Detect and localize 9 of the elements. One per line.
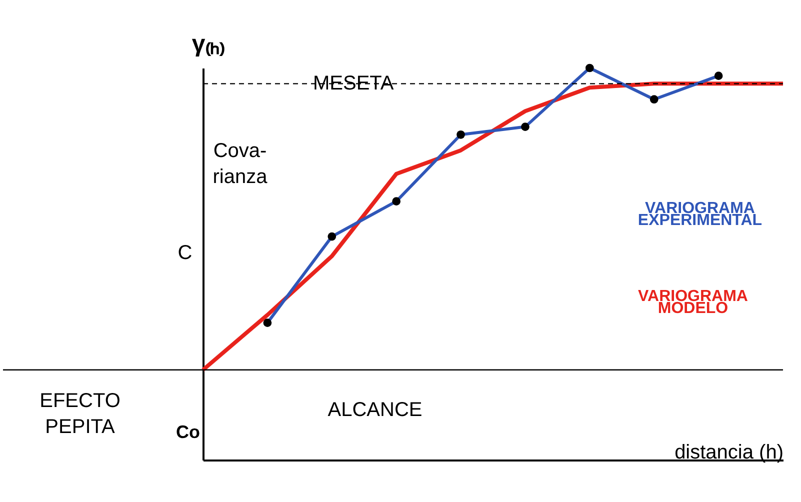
annotation: Cova- rianza — [212, 140, 268, 188]
ref-line-label: MESETA — [313, 72, 394, 95]
text: Co — [176, 422, 200, 442]
text: C — [178, 242, 192, 264]
y-axis-title: γ₍ₕ₎ — [192, 30, 226, 58]
text: VARIOGRAMA MODELO — [638, 288, 748, 317]
annotation: ALCANCE — [328, 399, 422, 421]
text: VARIOGRAMA EXPERIMENTAL — [638, 200, 762, 229]
text: EFECTO PEPITA — [40, 390, 120, 438]
